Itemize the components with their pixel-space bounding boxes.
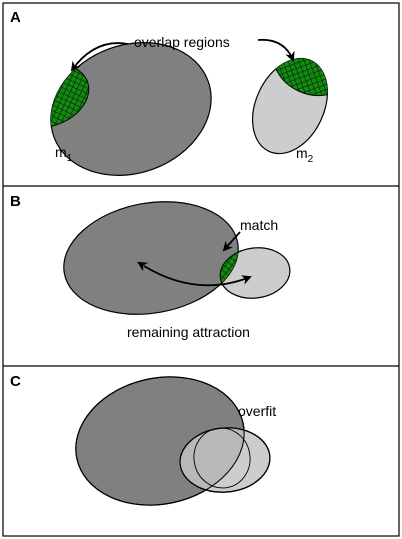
- panel-b-match-label: match: [240, 217, 278, 233]
- panel-a-arrow-right: [257, 38, 295, 62]
- panel-a-m1-label: m1: [55, 144, 73, 164]
- panel-a-letter: A: [10, 9, 21, 26]
- panel-b-match-arrow: [222, 231, 241, 252]
- panel-a: A overlap regions m1 m2: [10, 9, 342, 176]
- panel-a-arrow-left: [70, 42, 129, 72]
- panel-b-ellipse-large: [63, 201, 239, 315]
- panel-b-letter: B: [10, 193, 21, 210]
- panel-a-overlap-label: overlap regions: [134, 34, 230, 50]
- panel-a-m2-label: m2: [296, 145, 314, 165]
- panel-c: C overfit: [10, 373, 276, 506]
- panel-a-m2-base: m: [296, 145, 308, 161]
- panel-c-ellipse-large-outline-in-small: [75, 376, 245, 506]
- panel-c-overfit-label: overfit: [238, 403, 276, 419]
- panel-a-m1-base: m: [55, 144, 67, 160]
- panel-b-attraction-label: remaining attraction: [127, 324, 250, 340]
- panel-b-double-arrow: [137, 261, 252, 287]
- panel-a-ellipse-m1: [50, 42, 212, 176]
- panel-a-m1-sub: 1: [67, 153, 73, 164]
- panel-c-letter: C: [10, 373, 21, 390]
- panel-c-overfit-ghost: [193, 427, 251, 489]
- panel-a-m2-sub: 2: [308, 154, 314, 165]
- panel-b: B match remaining attraction: [10, 193, 291, 340]
